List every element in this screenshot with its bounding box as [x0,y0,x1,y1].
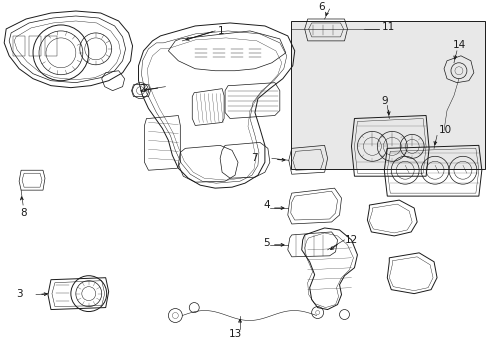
Text: 7: 7 [251,153,257,163]
Text: 3: 3 [16,289,22,299]
Text: 4: 4 [263,200,269,210]
Text: 8: 8 [20,208,26,218]
Text: 6: 6 [318,2,324,12]
Text: 1: 1 [218,26,224,36]
Text: 9: 9 [380,96,387,105]
Text: 11: 11 [381,22,394,32]
Text: 12: 12 [344,235,357,245]
Text: 10: 10 [438,125,451,135]
FancyBboxPatch shape [290,21,485,170]
Text: 2: 2 [139,84,145,94]
Text: 5: 5 [263,238,269,248]
Text: 13: 13 [228,329,241,339]
Text: 14: 14 [451,40,465,50]
